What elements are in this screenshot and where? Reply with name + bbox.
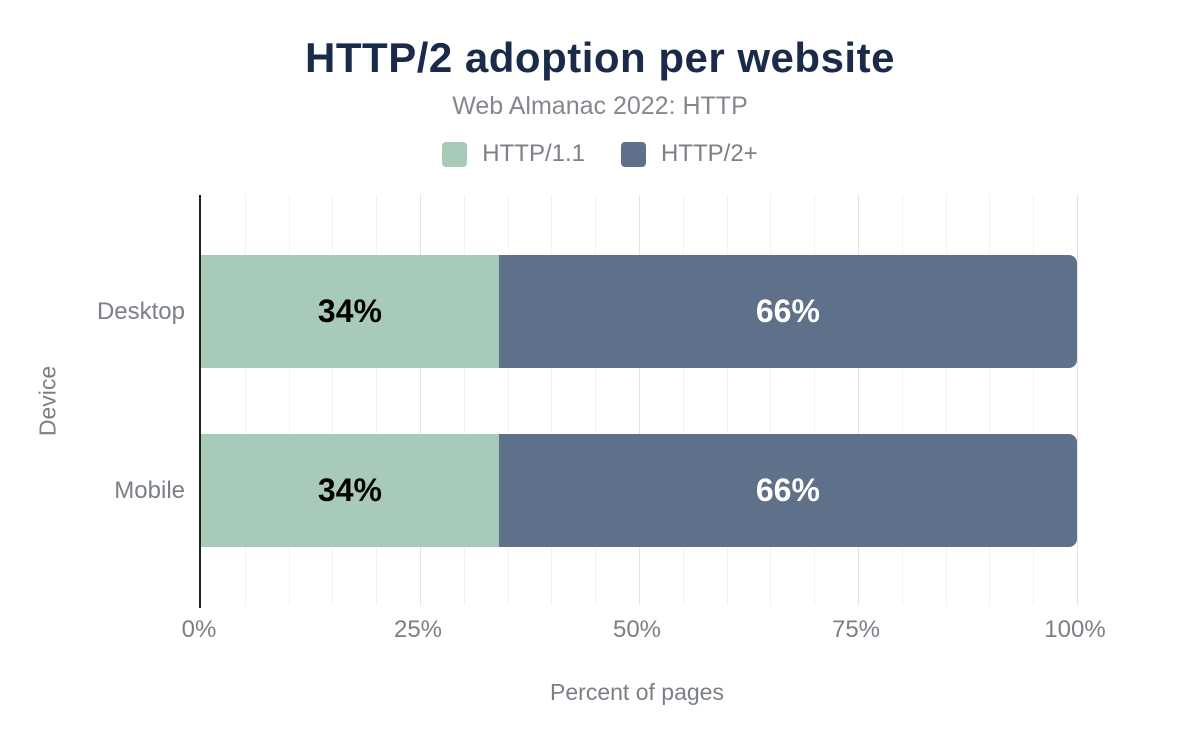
legend: HTTP/1.1 HTTP/2+ xyxy=(0,140,1200,168)
gridline xyxy=(858,195,859,605)
category-label-mobile: Mobile xyxy=(114,476,185,504)
gridline xyxy=(463,195,465,605)
legend-swatch-http1 xyxy=(442,141,468,167)
gridline xyxy=(989,195,991,605)
x-tick-100: 100% xyxy=(1044,616,1106,643)
bar-mobile: 34% 66% xyxy=(201,434,1077,547)
gridline xyxy=(682,195,684,605)
x-axis-title: Percent of pages xyxy=(550,679,724,705)
gridline xyxy=(507,195,509,605)
legend-item-http1: HTTP/1.1 xyxy=(442,140,585,168)
bar-segment-mobile-http2: 66% xyxy=(498,434,1077,547)
bar-value-label: 34% xyxy=(317,472,382,508)
category-label-desktop: Desktop xyxy=(96,297,185,325)
gridline xyxy=(288,195,290,605)
legend-label-http1: HTTP/1.1 xyxy=(482,140,585,167)
x-tick-0: 0% xyxy=(181,616,217,643)
legend-label-http2: HTTP/2+ xyxy=(661,140,758,167)
bar-value-label: 66% xyxy=(755,472,820,508)
x-tick-25: 25% xyxy=(393,616,443,643)
gridline xyxy=(1033,195,1035,605)
gridline xyxy=(770,195,772,605)
x-tick-50: 50% xyxy=(612,616,662,643)
bar-segment-mobile-http1: 34% xyxy=(201,434,499,547)
gridline xyxy=(901,195,903,605)
chart-title: HTTP/2 adoption per website xyxy=(305,34,895,81)
gridline xyxy=(244,195,246,605)
bar-desktop: 34% 66% xyxy=(201,255,1077,368)
plot-area: 34% 66% 34% 66% xyxy=(199,195,1078,608)
gridline xyxy=(551,195,553,605)
gridline xyxy=(726,195,728,605)
legend-swatch-http2 xyxy=(621,141,646,167)
chart-subtitle: Web Almanac 2022: HTTP xyxy=(452,92,748,120)
bar-value-label: 34% xyxy=(317,293,382,329)
gridline xyxy=(945,195,947,605)
gridline xyxy=(376,195,378,605)
gridline xyxy=(420,195,421,605)
y-axis-title: Device xyxy=(34,365,61,437)
gridline xyxy=(332,195,334,605)
gridline xyxy=(814,195,816,605)
x-tick-75: 75% xyxy=(831,616,881,643)
bar-segment-desktop-http2: 66% xyxy=(498,255,1077,368)
gridline xyxy=(595,195,597,605)
legend-item-http2: HTTP/2+ xyxy=(621,140,758,168)
bar-segment-desktop-http1: 34% xyxy=(201,255,499,368)
gridline xyxy=(639,195,640,605)
gridline xyxy=(1077,195,1078,605)
bar-value-label: 66% xyxy=(755,293,820,329)
